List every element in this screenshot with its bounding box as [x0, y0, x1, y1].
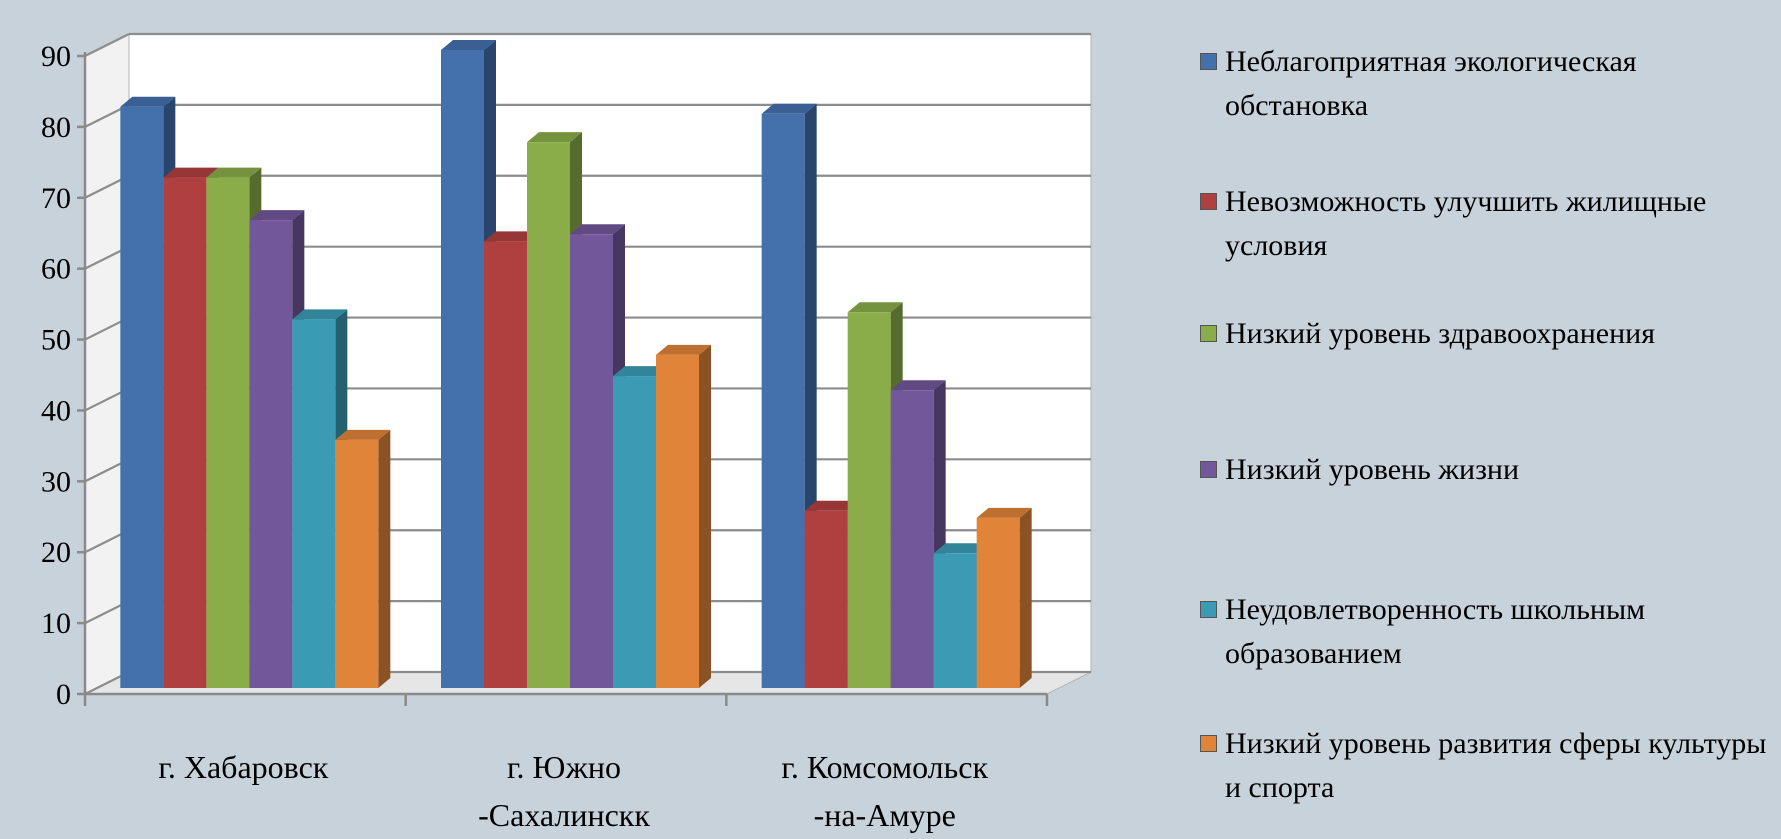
bar-side-face — [378, 429, 391, 688]
bar-top-face — [656, 344, 711, 355]
chart-axes — [83, 52, 1049, 706]
legend-label: Низкий уровень жизни — [1225, 453, 1520, 486]
bar-front-face — [656, 354, 699, 688]
legend-label: Низкий уровень развития сферы культуры и… — [1225, 727, 1767, 804]
y-tick-label: 10 — [41, 607, 71, 640]
bar-front-face — [249, 220, 293, 688]
bar-front-face — [761, 113, 805, 689]
legend-swatch — [1200, 735, 1217, 752]
bar — [656, 344, 711, 688]
bar-top-face — [613, 366, 668, 377]
legend-item: Низкий уровень здравоохранения — [1200, 312, 1775, 356]
bar-top-face — [206, 167, 262, 178]
bar-front-face — [335, 439, 379, 688]
x-category-label: г. Комсомольск — [781, 749, 988, 785]
x-category-label: -на-Амуре — [814, 797, 956, 833]
legend-item: Невозможность улучшить жилищные условия — [1200, 180, 1775, 268]
bar — [761, 103, 817, 689]
y-tick-label: 80 — [41, 111, 71, 144]
bar-top-face — [890, 380, 946, 391]
legend: Неблагоприятная экологическая обстановка… — [1200, 40, 1780, 830]
bar-top-face — [163, 167, 219, 178]
bar-top-face — [292, 309, 348, 320]
legend-item: Низкий уровень жизни — [1200, 448, 1775, 492]
legend-label: Неудовлетворенность школьным образование… — [1225, 593, 1646, 670]
legend-swatch — [1200, 325, 1217, 342]
y-tick-label: 20 — [41, 536, 71, 569]
x-axis-labels: г. Хабаровск г. Южно -Сахалинскк г. Комсомо… — [158, 749, 988, 833]
bar-front-face — [163, 177, 207, 688]
bar-top-face — [441, 40, 496, 50]
bar-front-face — [847, 312, 891, 688]
bar-front-face — [120, 106, 164, 688]
bar-top-face — [847, 302, 903, 313]
bar-front-face — [976, 517, 1020, 688]
bar-front-face — [484, 241, 527, 688]
legend-item: Неудовлетворенность школьным образование… — [1200, 588, 1775, 676]
bar-top-face — [120, 96, 176, 107]
y-tick-label: 60 — [41, 253, 71, 286]
bar — [976, 507, 1032, 688]
y-tick-label: 50 — [41, 324, 71, 357]
bar-front-face — [441, 50, 484, 688]
legend-swatch — [1200, 193, 1217, 210]
bar-front-face — [206, 177, 250, 688]
bar-top-face — [570, 224, 625, 235]
x-category-label: -Сахалинскк — [478, 797, 650, 833]
bar-top-face — [527, 132, 582, 143]
y-axis-ticks: 0 10 20 30 40 50 60 70 80 90 — [41, 40, 85, 711]
legend-item: Неблагоприятная экологическая обстановка — [1200, 40, 1775, 128]
legend-label: Низкий уровень здравоохранения — [1225, 317, 1655, 350]
bar — [335, 429, 391, 688]
legend-label: Неблагоприятная экологическая обстановка — [1225, 45, 1637, 122]
legend-swatch — [1200, 601, 1217, 618]
legend-swatch — [1200, 461, 1217, 478]
bar-top-face — [933, 543, 989, 554]
legend-item: Низкий уровень развития сферы культуры и… — [1200, 722, 1775, 810]
bar-front-face — [292, 319, 336, 688]
y-tick-label: 30 — [41, 465, 71, 498]
bar-front-face — [613, 376, 656, 688]
y-tick-label: 0 — [56, 678, 71, 711]
bar-front-face — [804, 510, 848, 688]
bar-front-face — [527, 142, 570, 689]
gridline-side — [84, 33, 130, 57]
y-tick-label: 70 — [41, 182, 71, 215]
legend-label: Невозможность улучшить жилищные условия — [1225, 185, 1707, 262]
legend-swatch — [1200, 53, 1217, 70]
bar-top-face — [761, 103, 817, 114]
bar-front-face — [890, 390, 934, 688]
bar-top-face — [249, 210, 305, 221]
x-category-label: г. Хабаровск — [158, 749, 328, 785]
bars — [120, 40, 1032, 689]
bar-side-face — [1019, 507, 1032, 688]
x-category-label: г. Южно — [507, 749, 621, 785]
bar-front-face — [933, 553, 977, 688]
bar-side-face — [699, 344, 711, 688]
bar-front-face — [570, 234, 613, 689]
bar-top-face — [484, 231, 539, 242]
bar-top-face — [804, 500, 860, 511]
bar-top-face — [335, 429, 391, 440]
bar-top-face — [976, 507, 1032, 518]
y-tick-label: 40 — [41, 394, 71, 427]
y-tick-label: 90 — [41, 40, 71, 73]
